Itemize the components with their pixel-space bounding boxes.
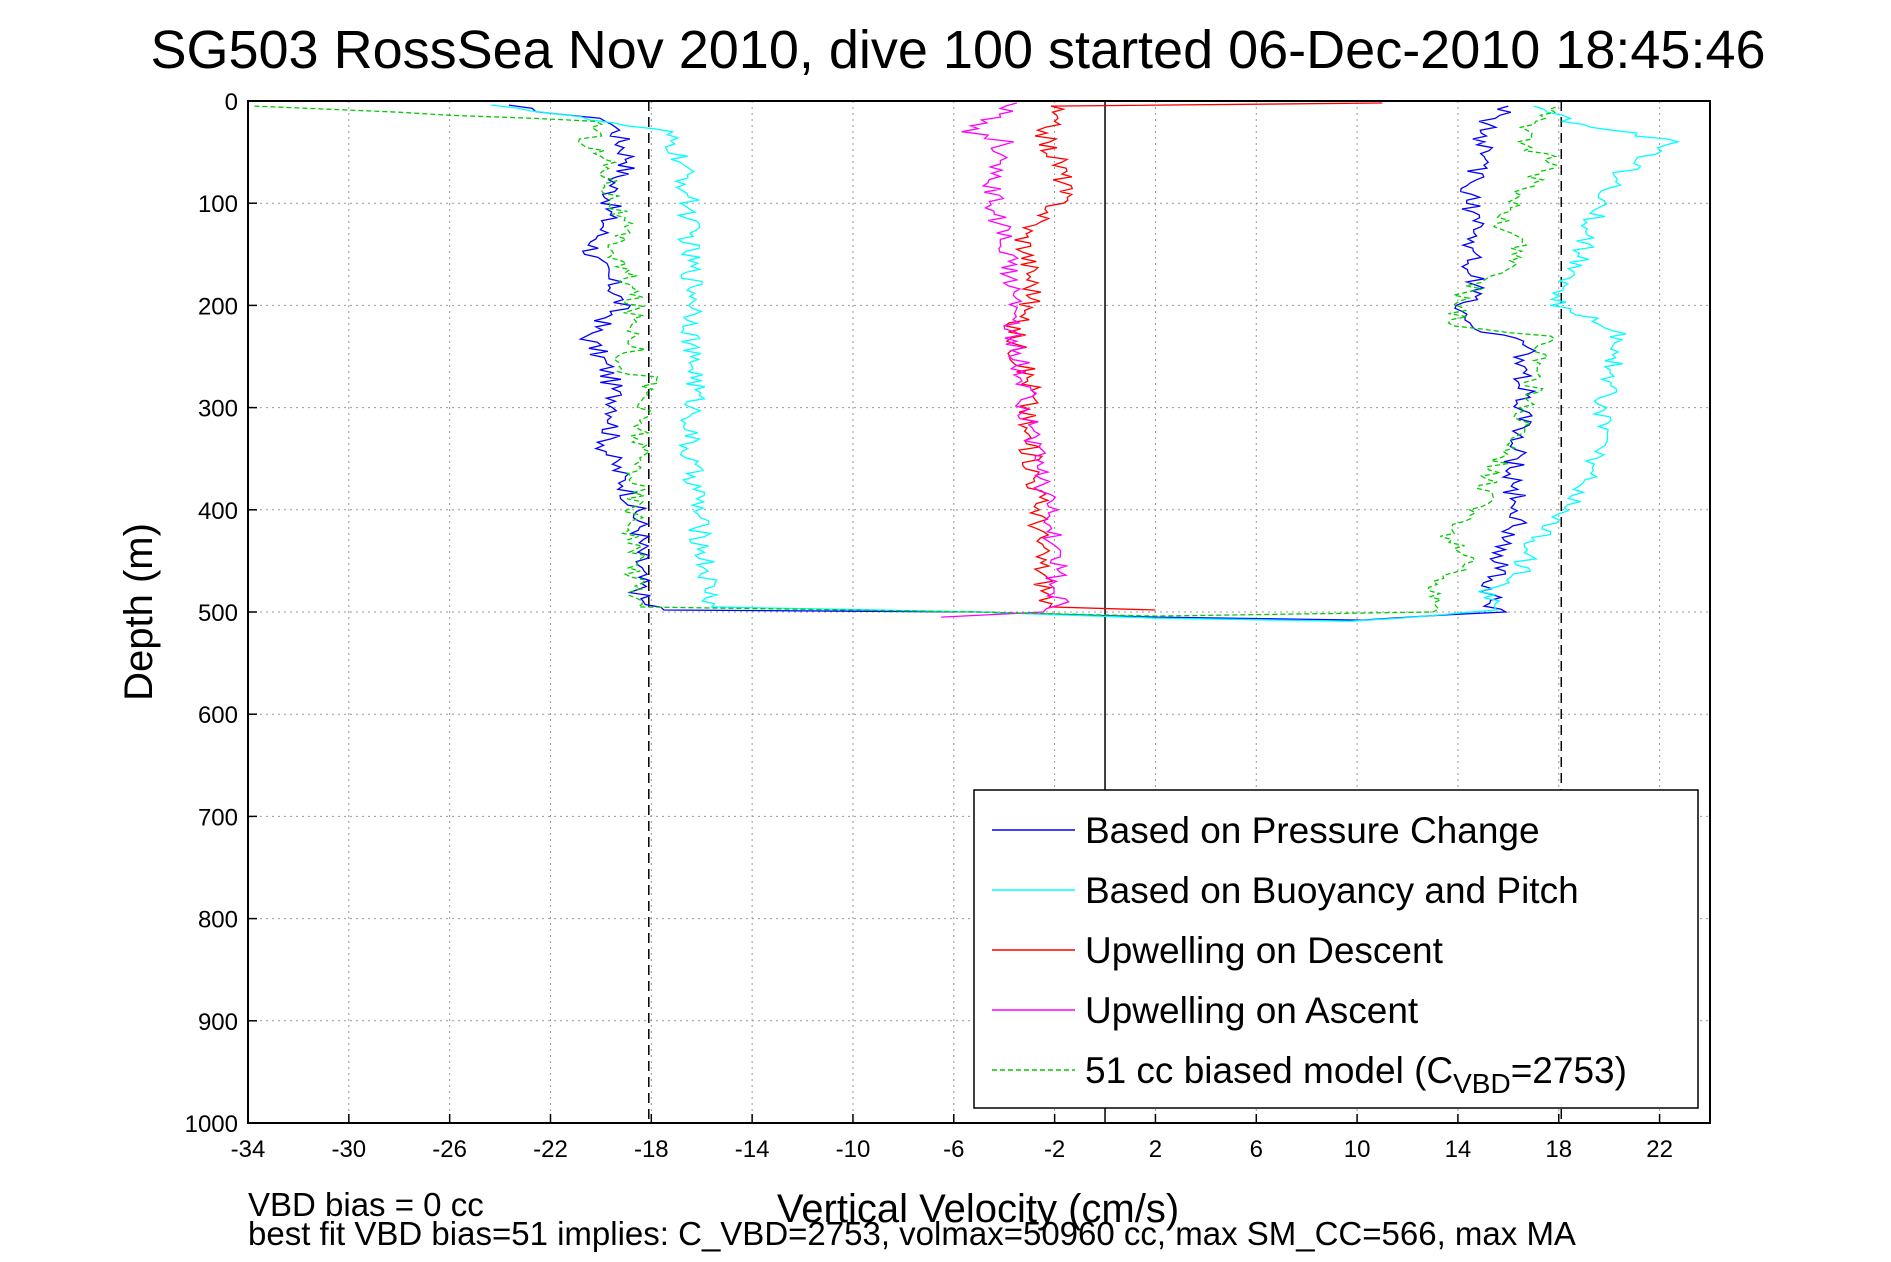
legend-label: Upwelling on Descent: [1085, 930, 1444, 971]
x-axis-label: Vertical Velocity (cm/s): [777, 1187, 1179, 1231]
legend-label: Based on Buoyancy and Pitch: [1085, 870, 1579, 911]
footnote-best-fit: best fit VBD bias=51 implies: C_VBD=2753…: [248, 1215, 1576, 1252]
x-tick-label: 2: [1149, 1136, 1162, 1163]
y-tick-label: 300: [198, 396, 238, 423]
legend: Based on Pressure Change Based on Buoyanc…: [973, 789, 1699, 1109]
y-tick-label: 800: [198, 907, 238, 934]
x-tick-labels: -34 -30 -26 -22 -18 -14 -10 -6 -2 2 6 10 14 18 22: [231, 1114, 1673, 1163]
legend-label: 51 cc biased model (CVBD=2753): [1085, 1050, 1627, 1099]
x-tick-label: 6: [1250, 1136, 1263, 1163]
x-tick-label: -10: [836, 1136, 871, 1163]
x-tick-label: 22: [1646, 1136, 1673, 1163]
y-tick-label: 900: [198, 1009, 238, 1036]
x-tick-label: -2: [1044, 1136, 1065, 1163]
x-tick-label: -30: [331, 1136, 366, 1163]
series-lines: [254, 102, 1681, 622]
series-line-2: [1003, 102, 1383, 611]
x-tick-label: -18: [634, 1136, 669, 1163]
y-tick-label: 1000: [185, 1111, 238, 1138]
x-tick-label: 14: [1445, 1136, 1472, 1163]
y-tick-label: 500: [198, 600, 238, 627]
y-tick-label: 700: [198, 804, 238, 831]
x-tick-label: -26: [432, 1136, 467, 1163]
legend-box: [973, 789, 1699, 1109]
x-tick-label: -14: [735, 1136, 770, 1163]
y-axis-label: Depth (m): [117, 523, 161, 701]
x-tick-label: 10: [1344, 1136, 1371, 1163]
chart-title: SG503 RossSea Nov 2010, dive 100 started…: [150, 20, 1765, 80]
y-tick-label: 200: [198, 293, 238, 320]
x-tick-label: -22: [533, 1136, 568, 1163]
series-line-1: [491, 104, 1681, 622]
y-tick-label: 400: [198, 498, 238, 525]
y-tick-label: 600: [198, 702, 238, 729]
x-tick-label: -6: [943, 1136, 964, 1163]
y-tick-label: 0: [225, 89, 238, 116]
y-tick-labels: 0 100 200 300 400 500 600 700 800 900 1000: [185, 89, 257, 1138]
series-line-4: [254, 105, 1560, 617]
footnote-vbd-bias: VBD bias = 0 cc: [248, 1186, 484, 1223]
x-tick-label: 18: [1545, 1136, 1572, 1163]
legend-label: Based on Pressure Change: [1085, 810, 1540, 851]
x-tick-label: -34: [231, 1136, 266, 1163]
y-tick-label: 100: [198, 191, 238, 218]
legend-label: Upwelling on Ascent: [1085, 990, 1419, 1031]
series-line-3: [941, 102, 1070, 618]
